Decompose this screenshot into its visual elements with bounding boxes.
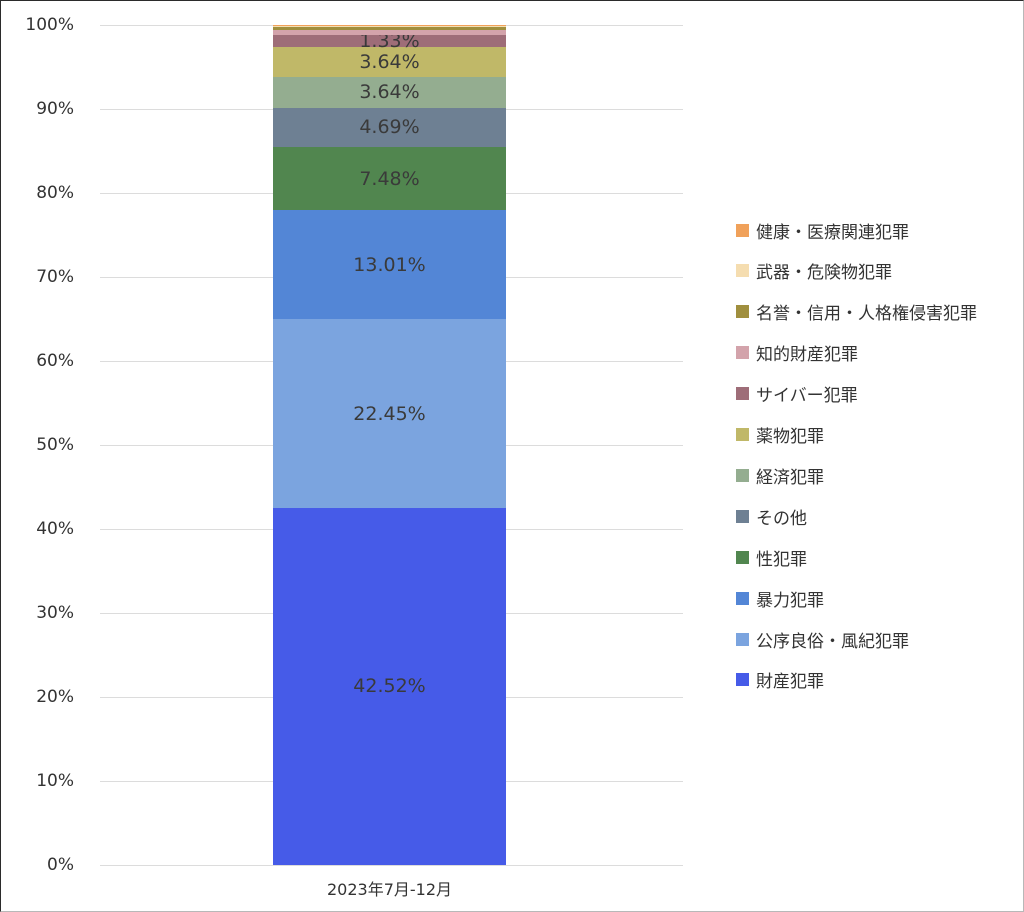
legend-item: サイバー犯罪 <box>736 384 858 407</box>
legend-item: 薬物犯罪 <box>736 425 824 447</box>
legend-label: 健康・医療関連犯罪 <box>756 222 909 243</box>
legend-label: 経済犯罪 <box>756 467 824 488</box>
legend-swatch-icon <box>736 428 749 441</box>
y-tick-label: 10% <box>36 771 74 791</box>
legend-swatch-icon <box>736 305 749 319</box>
x-axis-label: 2023年7月-12月 <box>326 880 453 899</box>
segment-value-label: 22.45% <box>353 402 426 425</box>
stacked-bar: 42.52% 22.45% 13.01% 7.48% 4.69% 3.64% 3.64% 1.… <box>273 25 506 865</box>
bar-segment: 4.69% <box>273 107 506 148</box>
gridline <box>100 865 683 866</box>
legend-item: 暴力犯罪 <box>736 588 824 611</box>
legend-swatch-icon <box>736 632 749 646</box>
bar-segment <box>273 27 506 31</box>
y-tick-label: 60% <box>36 351 74 371</box>
legend-swatch-icon <box>736 591 749 605</box>
y-tick-label: 20% <box>36 687 74 707</box>
bar-segment: 42.52% <box>273 507 506 865</box>
bar-segment <box>273 25 506 27</box>
y-tick-label: 30% <box>36 603 74 623</box>
legend-item: 経済犯罪 <box>736 465 824 488</box>
legend-label: 名誉・信用・人格権侵害犯罪 <box>756 304 977 325</box>
bar-segment: 3.64% <box>273 46 506 78</box>
legend-swatch-icon <box>736 550 749 564</box>
legend-item: 健康・医療関連犯罪 <box>736 220 909 243</box>
y-tick-label: 70% <box>36 267 74 287</box>
legend-label: 財産犯罪 <box>756 672 824 693</box>
legend-label: 薬物犯罪 <box>756 427 824 447</box>
segment-value-label: 7.48% <box>359 167 420 190</box>
bar-segment: 13.01% <box>273 209 506 320</box>
legend-item: 知的財産犯罪 <box>736 343 858 366</box>
legend-swatch-icon <box>736 264 749 278</box>
legend-item: 武器・危険物犯罪 <box>736 261 892 284</box>
segment-value-label: 42.52% <box>353 675 426 698</box>
legend-swatch-icon <box>736 346 749 360</box>
legend-label: その他 <box>756 508 807 529</box>
legend-item: 財産犯罪 <box>736 670 824 693</box>
legend-swatch-icon <box>736 509 749 523</box>
legend-swatch-icon <box>736 673 749 687</box>
bar-segment: 1.33% <box>273 30 506 52</box>
y-tick-label: 40% <box>36 519 74 539</box>
segment-value-label: 3.64% <box>359 50 420 73</box>
legend-swatch-icon <box>736 223 749 237</box>
segment-value-label: 3.64% <box>359 81 420 104</box>
legend-label: 公序良俗・風紀犯罪 <box>756 631 909 652</box>
bar-segment <box>273 25 506 26</box>
legend-label: 武器・危険物犯罪 <box>756 263 892 284</box>
legend-label: サイバー犯罪 <box>756 386 858 407</box>
segment-value-label: 4.69% <box>359 116 420 139</box>
legend-item: 公序良俗・風紀犯罪 <box>736 629 909 652</box>
legend-label: 暴力犯罪 <box>756 590 824 611</box>
legend-item: その他 <box>736 506 807 529</box>
bar-segment: 7.48% <box>273 147 506 210</box>
segment-value-label: 13.01% <box>353 253 426 276</box>
y-tick-label: 80% <box>36 183 74 203</box>
legend-item: 性犯罪 <box>736 547 807 570</box>
bar-segment <box>273 30 506 36</box>
legend-swatch-icon <box>736 468 749 482</box>
legend-label: 知的財産犯罪 <box>756 345 858 366</box>
y-tick-label: 90% <box>36 99 74 119</box>
legend-label: 性犯罪 <box>756 549 807 570</box>
y-tick-label: 50% <box>36 435 74 455</box>
bar-segment: 3.64% <box>273 77 506 108</box>
legend-item: 名誉・信用・人格権侵害犯罪 <box>736 302 977 325</box>
bar-segment: 22.45% <box>273 319 506 508</box>
legend-swatch-icon <box>736 387 749 401</box>
y-tick-label: 0% <box>47 855 74 875</box>
segment-value-label: 1.33% <box>359 30 420 52</box>
y-tick-label: 100% <box>25 15 74 35</box>
